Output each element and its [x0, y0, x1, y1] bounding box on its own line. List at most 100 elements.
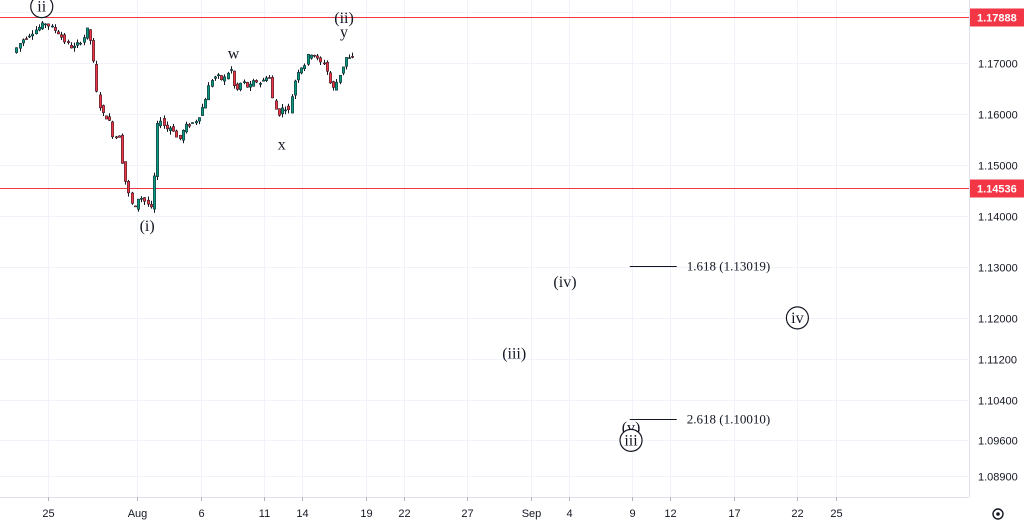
- candle-body: [150, 204, 153, 208]
- candle-body: [92, 40, 95, 62]
- wave-label: (iv): [553, 274, 576, 291]
- candle-body: [214, 76, 217, 79]
- candle-body: [339, 74, 342, 83]
- x-tick-label: 27: [461, 508, 473, 520]
- candle-body: [227, 72, 230, 80]
- y-tick-label: 1.17000: [978, 59, 1018, 71]
- candle-body: [223, 76, 226, 82]
- candle-body: [262, 79, 265, 82]
- x-tick-label: 9: [629, 508, 635, 520]
- fib-level-label: 2.618 (1.10010): [687, 412, 770, 427]
- candle-body: [348, 57, 351, 59]
- price-line-badge-label: 1.17888: [977, 13, 1017, 25]
- candle-body: [345, 57, 348, 67]
- candle-body: [54, 27, 57, 31]
- candle-body: [300, 67, 303, 74]
- candle-body: [275, 100, 278, 110]
- y-tick-label: 1.09600: [978, 436, 1018, 448]
- candle-body: [31, 33, 34, 37]
- candle-body: [79, 42, 82, 45]
- candle-body: [287, 105, 290, 110]
- candle-body: [217, 74, 220, 76]
- y-tick-label: 1.11200: [978, 355, 1017, 367]
- candle-body: [86, 27, 89, 39]
- candle-body: [115, 136, 118, 139]
- wave-label: w: [228, 46, 240, 63]
- x-tick-label: 19: [360, 508, 372, 520]
- candle-body: [137, 198, 140, 210]
- candle-body: [351, 56, 354, 58]
- candle-body: [319, 57, 322, 63]
- candle-body: [179, 134, 182, 139]
- y-tick-label: 1.10400: [978, 396, 1018, 408]
- x-tick-label: 12: [664, 508, 676, 520]
- wave-label: y: [340, 24, 348, 41]
- candle-body: [236, 83, 239, 90]
- settings-gear-icon: [992, 508, 1004, 520]
- candle-body: [323, 62, 326, 65]
- fib-level-label: 1.618 (1.13019): [687, 259, 770, 274]
- candle-body: [28, 35, 31, 38]
- x-tick-label: 4: [566, 508, 572, 520]
- candle-body: [51, 25, 54, 28]
- candle-body: [140, 198, 143, 200]
- candle-body: [134, 205, 137, 208]
- candle-body: [70, 45, 73, 49]
- candle-body: [313, 54, 316, 57]
- candle-body: [163, 118, 166, 126]
- candle-body: [19, 43, 22, 49]
- candle-body: [303, 65, 306, 70]
- candle-body: [83, 37, 86, 43]
- candle-body: [35, 29, 38, 35]
- candle-body: [44, 23, 47, 26]
- candle-body: [284, 109, 287, 112]
- candle-body: [201, 107, 204, 116]
- candle-body: [41, 22, 44, 30]
- candle-body: [102, 105, 105, 113]
- candle-body: [166, 124, 169, 130]
- candle-body: [204, 99, 207, 109]
- price-line-badge: [970, 8, 1024, 27]
- candle-body: [127, 181, 130, 194]
- y-tick-label: 1.13000: [978, 263, 1018, 275]
- x-tick-label: 22: [791, 508, 803, 520]
- horizontal-lines: [0, 17, 969, 189]
- candle-body: [175, 130, 178, 138]
- candle-body: [25, 38, 28, 40]
- candlestick-series: [15, 21, 354, 213]
- candle-body: [73, 45, 76, 49]
- candle-body: [195, 121, 198, 124]
- candle-body: [220, 75, 223, 81]
- candle-body: [47, 23, 50, 27]
- candle-body: [108, 116, 111, 121]
- candle-body: [271, 77, 274, 99]
- candle-body: [243, 81, 246, 83]
- candle-body: [105, 115, 108, 120]
- candle-body: [281, 107, 284, 115]
- candle-body: [252, 80, 255, 87]
- wave-label-circle: [30, 0, 54, 19]
- candle-body: [159, 120, 162, 127]
- candle-body: [63, 34, 66, 43]
- candle-body: [76, 42, 79, 46]
- candle-body: [191, 122, 194, 124]
- candle-body: [326, 61, 329, 72]
- y-tick-label: 1.08900: [978, 472, 1018, 484]
- price-axis[interactable]: 1.070001.170001.160001.150001.140001.130…: [970, 8, 1024, 484]
- candle-body: [121, 134, 124, 164]
- candle-body: [230, 69, 233, 71]
- axis-settings-button[interactable]: [986, 505, 1012, 523]
- x-tick-label: Sep: [522, 508, 542, 520]
- x-tick-label: 14: [296, 508, 308, 520]
- wave-label: iii: [624, 432, 638, 449]
- candle-body: [131, 192, 134, 204]
- candle-body: [207, 85, 210, 101]
- x-tick-label: 22: [398, 508, 410, 520]
- fibonacci-levels: 1.618 (1.13019) 2.618 (1.10010): [629, 259, 770, 427]
- candle-body: [291, 96, 294, 114]
- candle-body: [307, 54, 310, 65]
- candle-body: [297, 72, 300, 81]
- candle-body: [332, 81, 335, 88]
- time-axis[interactable]: 25 Aug 6 11 14 19 22 27 Sep 4 9 12 17 22 25: [42, 497, 843, 520]
